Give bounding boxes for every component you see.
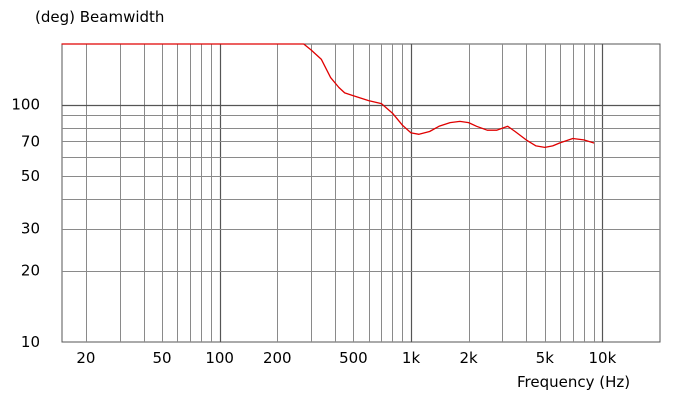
grid-lines	[61, 43, 661, 343]
y-tick-label: 10	[21, 333, 40, 351]
x-tick-label: 1k	[402, 349, 421, 367]
x-tick-label: 5k	[536, 349, 555, 367]
series-group	[61, 43, 595, 149]
y-tick-label: 50	[21, 167, 40, 185]
y-tick-label: 30	[21, 220, 40, 238]
x-axis-label: Frequency (Hz)	[517, 373, 630, 391]
plot-frame	[61, 43, 661, 343]
beamwidth-series-line	[61, 43, 595, 149]
y-tick-label: 70	[21, 132, 40, 150]
x-tick-labels: 20 50 100 200 500 1k 2k 5k 10k	[76, 349, 616, 367]
y-tick-label: 100	[11, 96, 40, 114]
chart-title: (deg) Beamwidth	[35, 8, 164, 26]
x-tick-label: 200	[263, 349, 292, 367]
x-tick-label: 20	[76, 349, 95, 367]
x-tick-label: 10k	[589, 349, 617, 367]
y-tick-labels: 10 20 30 50 70 100	[11, 96, 40, 351]
x-tick-label: 100	[205, 349, 234, 367]
x-tick-label: 50	[153, 349, 172, 367]
x-tick-label: 500	[339, 349, 368, 367]
y-tick-label: 20	[21, 262, 40, 280]
x-tick-label: 2k	[460, 349, 479, 367]
